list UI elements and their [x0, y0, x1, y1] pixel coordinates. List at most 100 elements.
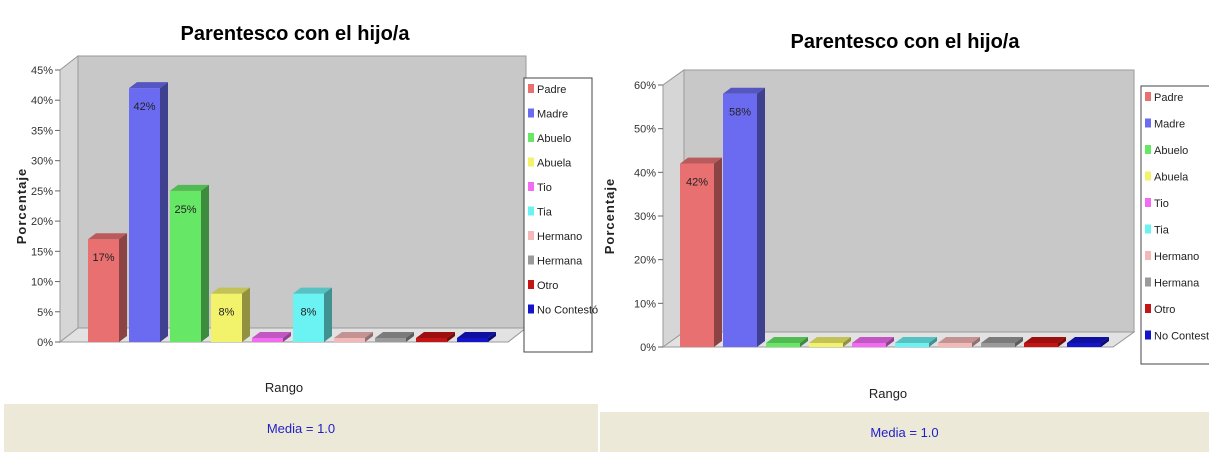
bar-side: [929, 337, 937, 347]
bar-otro: [416, 338, 447, 342]
legend-swatch: [1145, 171, 1151, 181]
bar-side: [365, 332, 373, 342]
bar-side: [283, 332, 291, 342]
legend-item: Abuelo: [537, 133, 571, 145]
bar-tia: [895, 343, 929, 347]
bar-side: [160, 82, 168, 342]
y-tick-label: 20%: [634, 255, 656, 267]
legend-swatch: [528, 84, 534, 93]
bar-top: [680, 157, 722, 164]
legend-item: No Contestó: [1154, 331, 1209, 343]
x-axis-label: Rango: [265, 380, 303, 395]
bar-no-contestó: [457, 338, 488, 342]
legend-item: Otro: [1154, 304, 1175, 316]
bar-top: [293, 287, 332, 294]
chart-panel-1: Parentesco con el hijo/a 0% 5% 10% 15% 20% 25%…: [0, 0, 598, 452]
legend-swatch: [528, 255, 534, 265]
bar-tio: [252, 338, 283, 342]
bar-side: [1058, 337, 1066, 347]
legend-item: Abuelo: [1154, 145, 1188, 157]
y-tick-label: 10%: [634, 298, 656, 310]
chart-title: Parentesco con el hijo/a: [181, 23, 411, 45]
bar-data-label: 25%: [174, 204, 196, 216]
bar-side: [1015, 337, 1023, 347]
bar-top: [457, 332, 496, 338]
bar-padre: [680, 163, 714, 347]
bar-top: [170, 184, 209, 191]
legend-swatch: [1145, 92, 1151, 101]
y-tick-label: 35%: [31, 125, 53, 137]
bar-top: [895, 337, 937, 343]
legend-swatch: [528, 280, 534, 289]
bar-abuela: [809, 343, 843, 347]
y-tick-label: 40%: [31, 95, 53, 107]
bar-abuela: [211, 293, 242, 342]
legend-item: Padre: [1154, 92, 1183, 104]
y-tick-label: 0%: [37, 337, 53, 349]
bar-abuelo: [766, 343, 800, 347]
legend-item: Tio: [537, 182, 552, 194]
bar-top: [981, 337, 1023, 343]
bar-side: [757, 87, 765, 347]
chart-title: Parentesco con el hijo/a: [791, 31, 1021, 53]
chart-2: Parentesco con el hijo/a 0% 10% 20% 30% 40% 50…: [602, 31, 1209, 401]
y-axis-label: Porcentaje: [14, 168, 29, 244]
bar-side: [714, 157, 722, 347]
legend-item: Padre: [537, 84, 566, 96]
bar-top: [252, 332, 291, 338]
legend-swatch: [528, 206, 534, 216]
bar-data-label: 42%: [133, 101, 155, 113]
y-tick-label: 40%: [634, 167, 656, 179]
bar-side: [242, 287, 250, 342]
bar-side: [972, 337, 980, 347]
bar-top: [211, 287, 250, 294]
legend-item: Abuela: [1154, 172, 1189, 184]
bar-top: [1067, 337, 1109, 343]
bar-data-label: 58%: [729, 107, 751, 119]
y-axis-label: Porcentaje: [602, 178, 617, 254]
legend-swatch: [1145, 330, 1151, 340]
bar-top: [88, 233, 127, 240]
legend-swatch: [528, 133, 534, 142]
bar-madre: [129, 88, 160, 342]
bar-side: [447, 332, 455, 342]
legend-swatch: [1145, 277, 1151, 287]
bar-hermano: [334, 338, 365, 342]
legend-swatch: [1145, 145, 1151, 154]
bar-hermana: [981, 343, 1015, 347]
legend-swatch: [528, 182, 534, 191]
y-tick-label: 50%: [634, 124, 656, 136]
bar-side: [886, 337, 894, 347]
bar-top: [766, 337, 808, 343]
bar-top: [809, 337, 851, 343]
bar-side: [843, 337, 851, 347]
bar-no-contestó: [1067, 343, 1101, 347]
chart-1: Parentesco con el hijo/a 0% 5% 10% 15% 20% 25%…: [14, 23, 598, 395]
legend-item: Madre: [1154, 119, 1185, 131]
legend-item: Madre: [537, 109, 568, 121]
legend-item: No Contestó: [537, 305, 598, 317]
legend-swatch: [1145, 251, 1151, 260]
bar-padre: [88, 239, 119, 342]
bar-tio: [852, 343, 886, 347]
legend-item: Hermana: [537, 256, 583, 268]
legend-box: [1140, 85, 1209, 365]
bar-top: [852, 337, 894, 343]
bar-abuelo: [170, 190, 201, 342]
bar-top: [129, 82, 168, 89]
bar-data-label: 8%: [219, 307, 235, 319]
bar-madre: [723, 93, 757, 347]
y-tick-label: 10%: [31, 277, 53, 289]
legend-swatch: [1145, 304, 1151, 313]
legend-item: Tia: [537, 207, 553, 219]
bar-top: [334, 332, 373, 338]
bar-hermana: [375, 338, 406, 342]
bar-top: [375, 332, 414, 338]
plot-side-wall: [59, 54, 79, 344]
y-tick-label: 20%: [31, 216, 53, 228]
bar-side: [119, 233, 127, 342]
legend-item: Abuela: [537, 158, 572, 170]
y-tick-label: 25%: [31, 186, 53, 198]
legend-swatch: [528, 231, 534, 240]
bar-data-label: 17%: [92, 252, 114, 264]
